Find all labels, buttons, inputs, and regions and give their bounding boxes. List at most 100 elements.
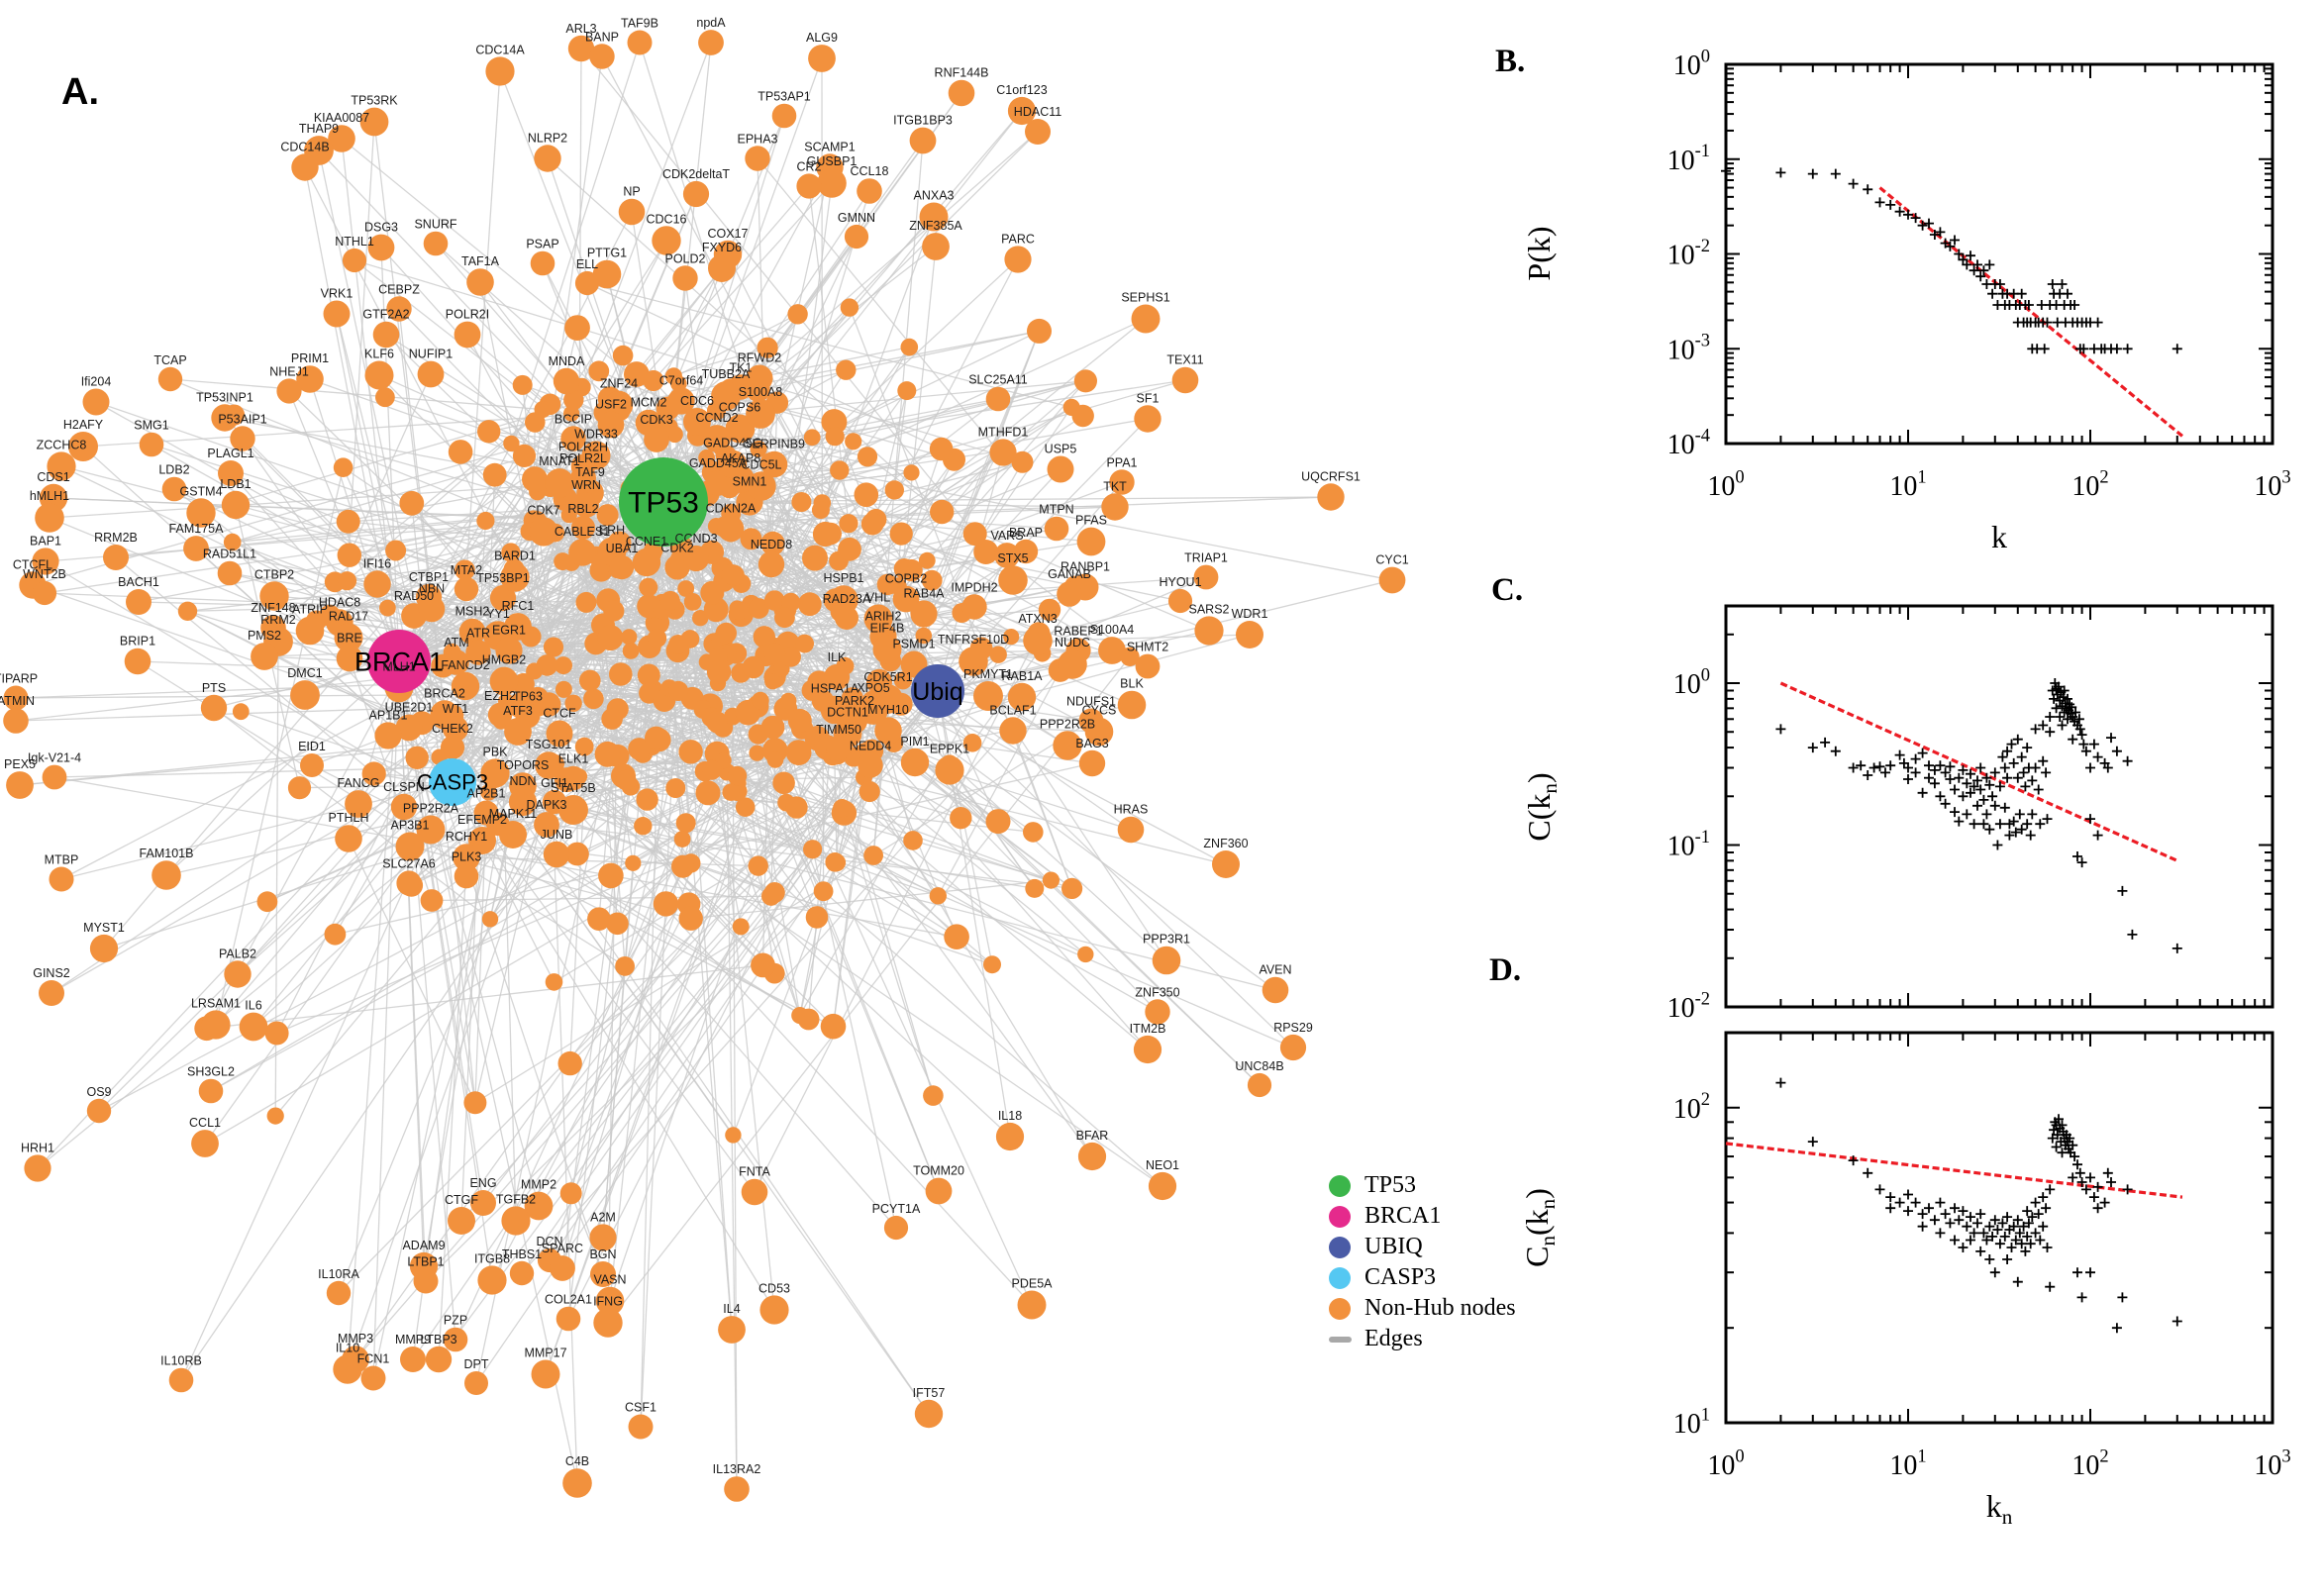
network-node-label: LDB1	[220, 477, 251, 491]
network-node	[609, 554, 635, 580]
network-node-label: SCAMP1	[804, 140, 855, 153]
plot-frame	[1724, 604, 2274, 1009]
network-node-label: UBE2D1	[385, 701, 434, 715]
network-node	[872, 635, 902, 664]
network-node	[682, 180, 710, 208]
network-node-label: ZNF148	[251, 601, 295, 615]
network-node-label: MTA2	[451, 563, 482, 577]
network-node	[618, 198, 646, 226]
network-node	[1145, 999, 1170, 1025]
network-node	[672, 265, 698, 291]
network-node	[741, 1178, 768, 1206]
network-node-label: GADD45A	[689, 456, 748, 470]
network-node-label: THBS1	[502, 1247, 542, 1261]
network-node-label: LTBP1	[407, 1254, 444, 1268]
network-node-label: S100A8	[739, 385, 783, 399]
network-node-label: UNC84B	[1235, 1059, 1283, 1073]
network-node	[999, 717, 1027, 745]
network-node-label: GSTM4	[179, 484, 222, 498]
network-node	[1262, 976, 1289, 1004]
network-node-label: ZNF385A	[909, 219, 962, 233]
network-node-label: TSG101	[526, 738, 572, 751]
network-node-label: STAT5B	[551, 781, 595, 795]
network-node-label: CDC14A	[475, 43, 525, 56]
network-node	[32, 548, 59, 575]
network-node	[489, 666, 519, 696]
network-node	[817, 168, 847, 198]
network-node	[259, 581, 289, 611]
network-node-label: PSMD1	[892, 637, 935, 650]
network-node-label: IL10RA	[318, 1267, 359, 1281]
network-node	[480, 758, 510, 788]
network-node-label: PPP3R1	[1143, 933, 1190, 947]
network-node-label: TP53BP1	[476, 571, 530, 585]
plot-tick-labels: 10-4​ 10-3​ 10-2​ 10-1​ 100​ 100​ 101​ 102​ 103​	[1667, 46, 2291, 502]
nonhub-dot-icon	[1329, 1297, 1351, 1320]
network-node-label: FANCG	[337, 776, 379, 790]
network-node-label: CEBPZ	[378, 282, 420, 296]
network-node	[1117, 690, 1147, 720]
network-node-label: KLF6	[364, 348, 394, 361]
network-node-label: CDK7	[527, 503, 559, 517]
network-node	[201, 1010, 231, 1040]
network-node	[1135, 653, 1161, 679]
network-node	[423, 231, 449, 256]
panel-d-label: D.	[1489, 952, 1522, 988]
network-node	[1084, 717, 1114, 747]
network-node	[531, 1359, 560, 1389]
network-node-label: CTGF	[445, 1193, 478, 1207]
network-node-label: ZNF24	[600, 377, 638, 391]
network-node	[326, 1280, 352, 1306]
network-node-label: WDR1	[1232, 607, 1268, 621]
fit-line	[1725, 1142, 2183, 1199]
network-node	[1236, 621, 1263, 648]
network-node-label: STX5	[997, 551, 1028, 565]
network-node-label: PRIM1	[291, 351, 329, 365]
network-node-label: A2M	[590, 1210, 616, 1224]
network-node	[973, 681, 1003, 711]
x-axis-title: kn​	[1986, 1488, 2013, 1529]
network-node-label: ANXA3	[914, 188, 955, 202]
network-node-label: NUDC	[1055, 636, 1090, 649]
network-node	[573, 492, 599, 518]
svg-text:10-2​: 10-2​	[1667, 988, 1710, 1024]
hub-label-casp3: CASP3	[417, 770, 488, 795]
network-node-label: CDC6	[680, 394, 714, 408]
network-node-label: CDK2	[660, 541, 693, 554]
network-node-label: MMP3	[338, 1332, 373, 1346]
network-node-label: ITGB1BP3	[893, 114, 953, 128]
network-node	[464, 1371, 488, 1395]
plot-ticks	[1725, 1033, 2273, 1424]
network-node	[345, 790, 372, 818]
network-node-label: MYH10	[867, 703, 909, 717]
network-node-label: CDC14B	[280, 140, 329, 153]
y-axis-title: C(kn​)	[1521, 772, 1562, 841]
network-node	[835, 606, 858, 630]
hub-label-brca1: BRCA1	[354, 647, 444, 676]
network-node	[718, 449, 748, 479]
network-node-label: CDKN2A	[706, 502, 757, 516]
network-node	[1152, 946, 1181, 975]
network-node	[396, 870, 422, 896]
network-node	[961, 594, 987, 620]
network-node	[1077, 1142, 1107, 1171]
network-node	[221, 490, 251, 520]
svg-text:100​: 100​	[1673, 664, 1710, 700]
edge-sample-icon	[1329, 1336, 1352, 1343]
network-node	[562, 1468, 592, 1498]
network-node	[844, 224, 869, 249]
network-node-label: HMGB2	[482, 653, 527, 667]
network-node	[186, 498, 216, 528]
network-node	[126, 589, 152, 615]
network-node	[485, 56, 515, 86]
network-node	[24, 1154, 51, 1182]
network-node-label: MCM2	[631, 396, 667, 410]
network-node-label: DPT	[464, 1357, 489, 1371]
network-node	[1109, 469, 1135, 495]
network-node-label: DMC1	[287, 666, 322, 680]
network-node-label: TCAP	[153, 353, 186, 367]
network-node	[465, 640, 491, 665]
plot-panel-c: 10-2​ 10-1​ 100​ C(kn​)	[1521, 604, 2274, 1024]
network-node	[1004, 246, 1032, 273]
network-node-label: NHEJ1	[269, 364, 309, 378]
